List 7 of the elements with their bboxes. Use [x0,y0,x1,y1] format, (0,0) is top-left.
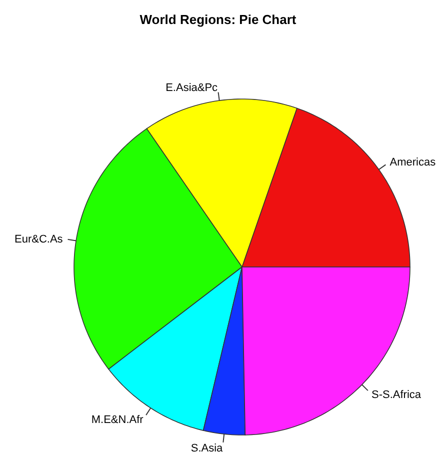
slice-label: E.Asia&Pc [166,82,218,94]
chart-title: World Regions: Pie Chart [140,12,297,27]
slice-label: S-S.Africa [372,388,422,401]
slice-label: Eur&C.As [14,233,64,246]
slice-label: M.E&N.Afr [91,414,144,426]
slice-label: S.Asia [190,442,224,454]
slice-label: Americas [390,156,436,169]
